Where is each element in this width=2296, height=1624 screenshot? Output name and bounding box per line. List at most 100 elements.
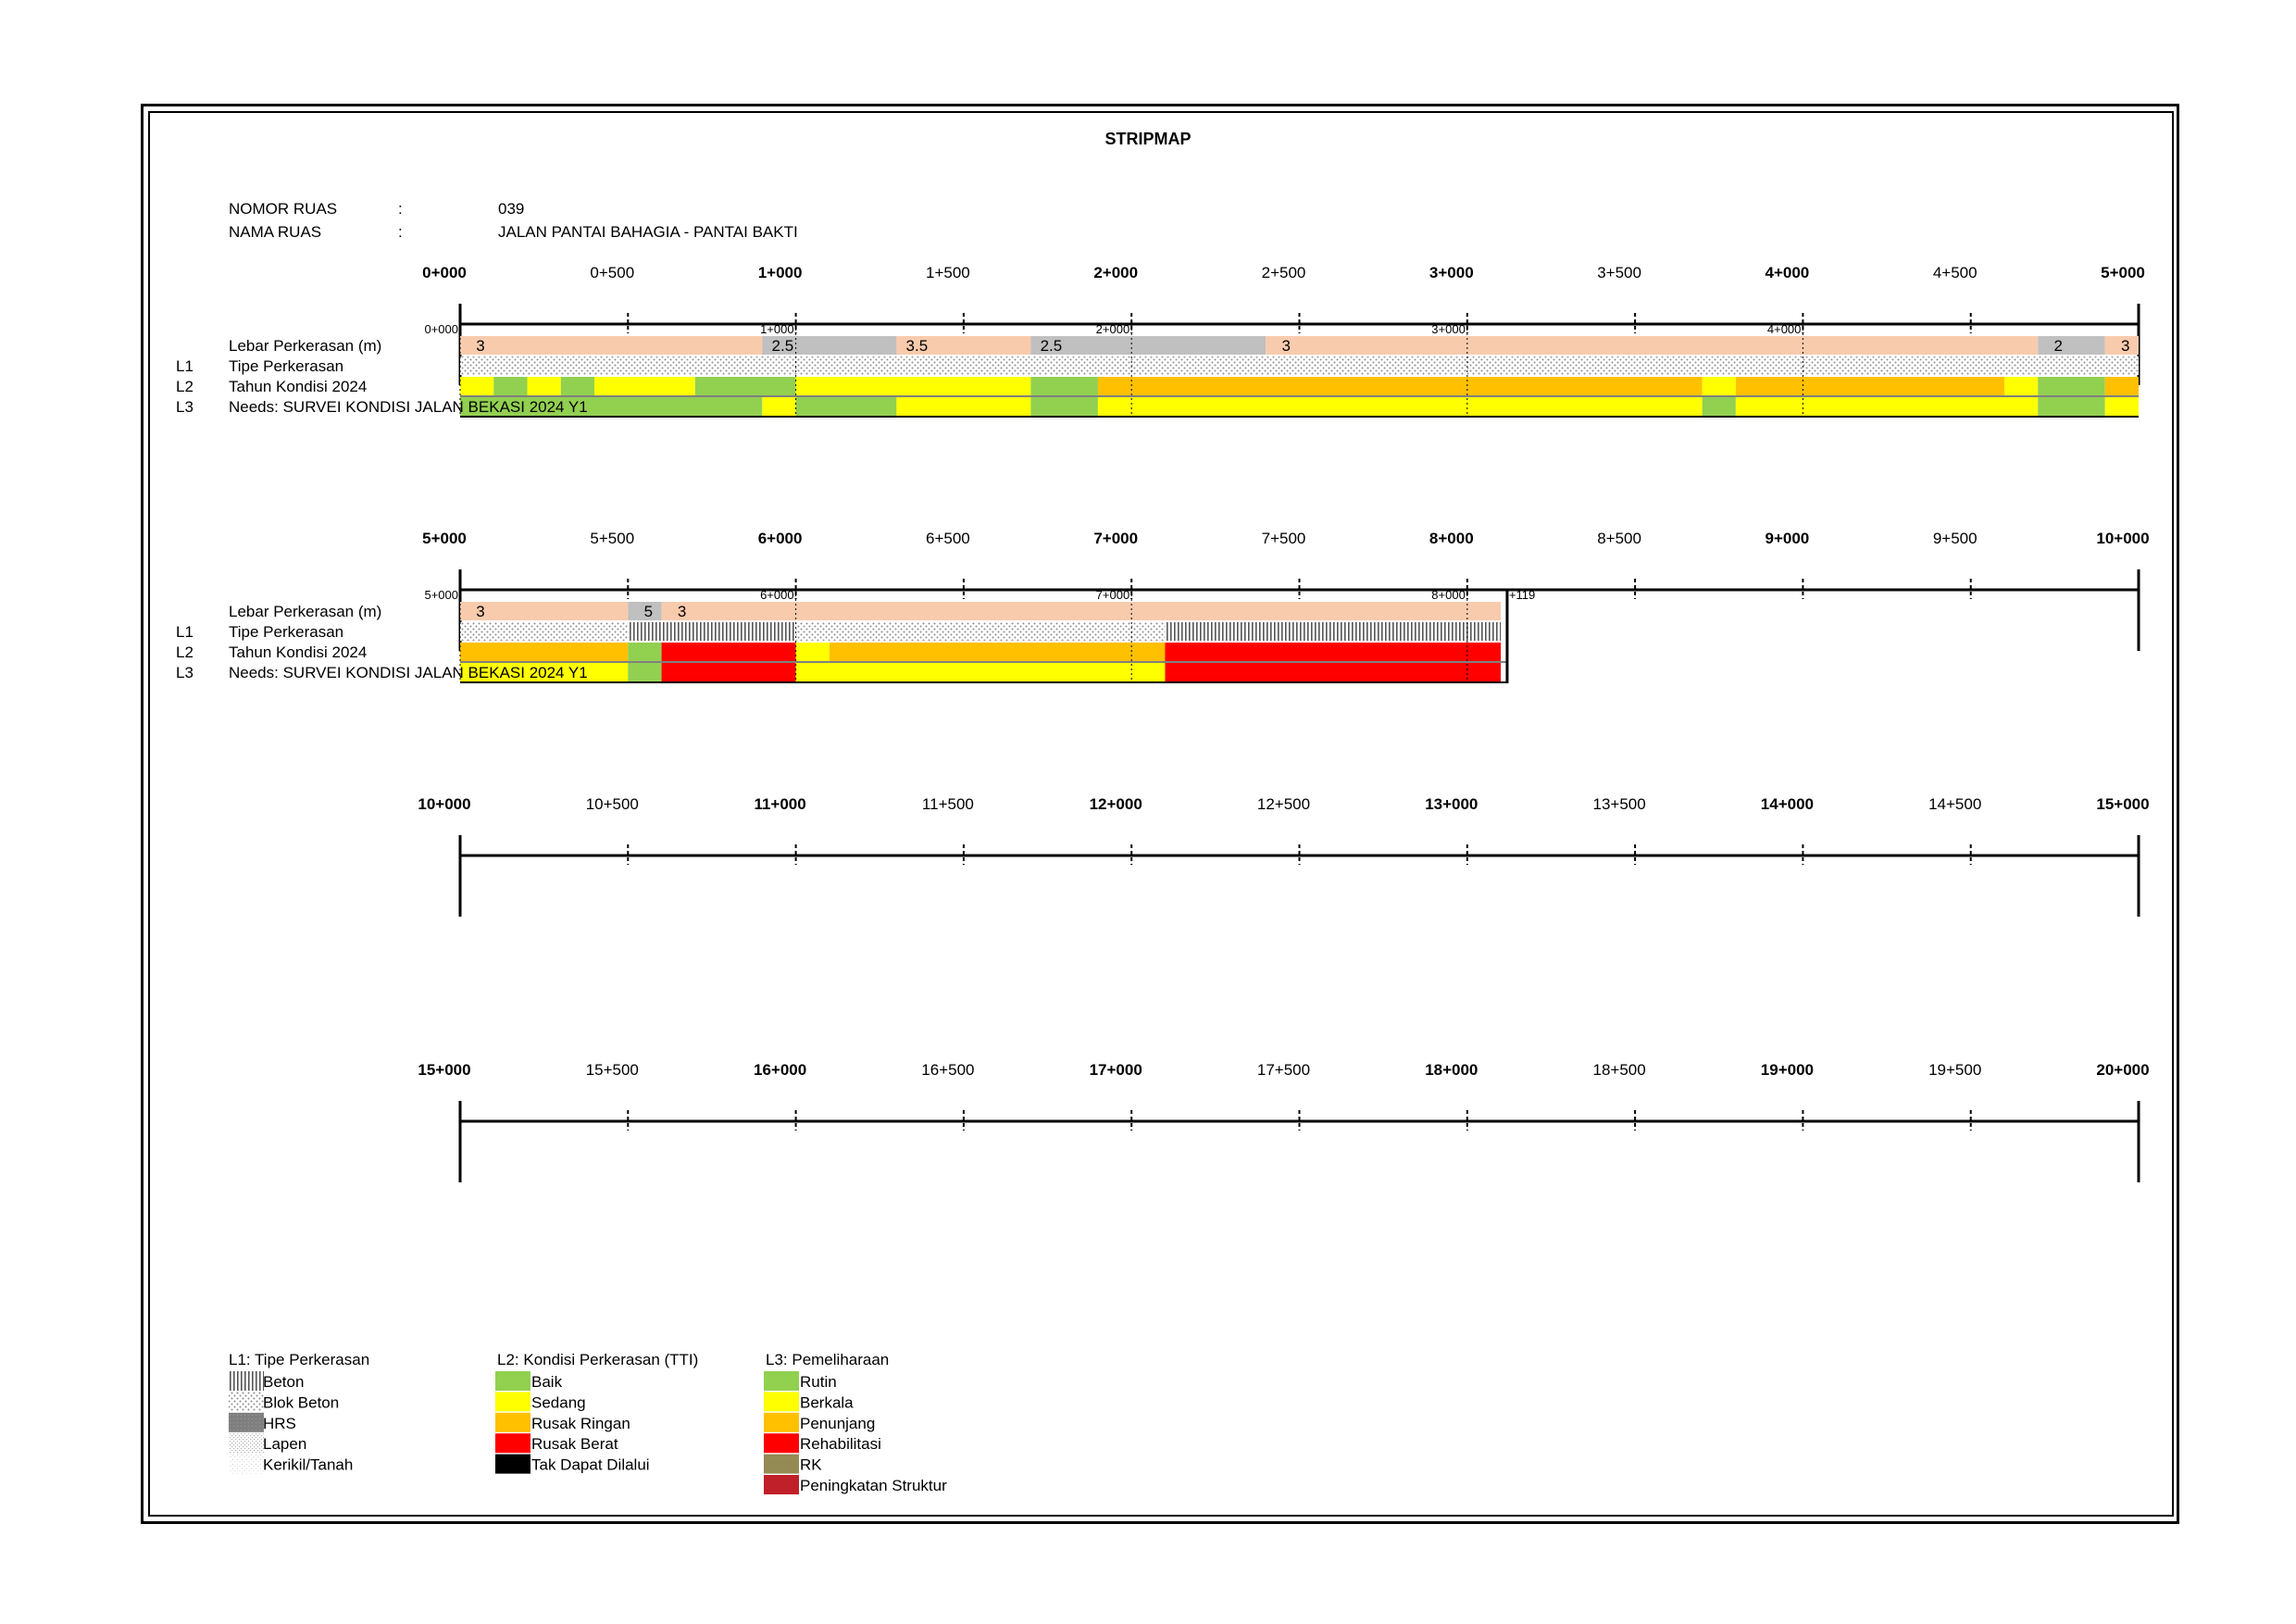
legend-swatch	[229, 1454, 264, 1474]
needs-segment	[1735, 397, 2039, 416]
km-tick-label: 1+000	[758, 264, 803, 281]
condition-segment	[2104, 377, 2139, 395]
row-label-tipe: Tipe Perkerasan	[229, 623, 343, 641]
legend-swatch	[495, 1392, 530, 1412]
needs-segment	[1030, 397, 1098, 416]
legend-swatch	[764, 1475, 799, 1494]
legend-item-label: Kerikil/Tanah	[263, 1456, 353, 1474]
row-code-l1: L1	[176, 357, 193, 375]
legend-item-label: RK	[800, 1456, 822, 1474]
condition-segment	[661, 643, 796, 661]
km-tick-label: 9+500	[1933, 530, 1978, 547]
condition-segment	[2038, 377, 2105, 395]
legend-l2: L2: Kondisi Perkerasan (TTI) Baik Sedang Ru…	[495, 1351, 698, 1474]
legend-swatch	[495, 1371, 530, 1391]
condition-segment	[1702, 377, 1736, 395]
condition-segment	[795, 643, 830, 661]
km-tick-label: 1+500	[926, 264, 970, 281]
km-tick-label: 15+000	[2096, 795, 2149, 813]
row-label-needs: Needs: SURVEI KONDISI JALAN BEKASI 2024 …	[229, 664, 588, 681]
km-tick-label: 18+500	[1592, 1061, 1645, 1079]
condition-segment	[829, 643, 1166, 661]
page-frame-outer	[141, 104, 2179, 1524]
legend-item-label: HRS	[263, 1415, 296, 1432]
width-value-label: 3	[2121, 337, 2129, 355]
km-tick-label: 8+500	[1597, 530, 1641, 547]
row-code-l3: L3	[176, 398, 193, 416]
legend-item-label: Rehabilitasi	[800, 1435, 881, 1453]
needs-segment	[762, 397, 796, 416]
row-label-tipe: Tipe Perkerasan	[229, 357, 343, 375]
km-tick-label: 19+000	[1761, 1061, 1814, 1079]
legend-swatch	[495, 1412, 530, 1432]
legend-item-label: Penunjang	[800, 1415, 875, 1432]
km-marker-label: 7+000	[1096, 588, 1130, 602]
condition-segment	[795, 377, 1031, 395]
km-tick-label: 10+000	[418, 795, 470, 813]
km-tick-label: 20+000	[2096, 1061, 2149, 1079]
km-tick-label: 12+500	[1257, 795, 1310, 813]
km-tick-label: 0+500	[590, 264, 634, 281]
km-tick-label: 16+000	[754, 1061, 806, 1079]
legend-swatch	[764, 1392, 799, 1412]
width-segment	[628, 602, 662, 620]
needs-segment	[1097, 397, 1703, 416]
nomor-ruas-value: 039	[498, 200, 525, 218]
legend-swatch	[229, 1412, 264, 1432]
legend-item-label: Rutin	[800, 1373, 837, 1391]
condition-segment	[1030, 377, 1098, 395]
km-tick-label: 7+500	[1262, 530, 1306, 547]
needs-segment	[1702, 397, 1736, 416]
km-marker-label: 0+000	[424, 322, 458, 336]
pavement-type-segment	[628, 622, 796, 641]
legend-item-label: Blok Beton	[263, 1393, 339, 1411]
width-segment	[2038, 336, 2105, 355]
km-tick-label: 17+500	[1257, 1061, 1310, 1079]
width-segment	[661, 602, 1502, 620]
km-tick-label: 11+000	[754, 795, 805, 813]
needs-segment	[896, 397, 1031, 416]
km-tick-label: 6+500	[926, 530, 970, 547]
km-tick-label: 15+000	[418, 1061, 470, 1079]
row-label-kondisi: Tahun Kondisi 2024	[229, 378, 367, 395]
legend-item-label: Peningkatan Struktur	[800, 1477, 947, 1494]
km-tick-label: 16+500	[921, 1061, 974, 1079]
legend-title: L3: Pemeliharaan	[766, 1351, 889, 1368]
km-tick-label: 15+500	[586, 1061, 639, 1079]
legend-swatch	[764, 1371, 799, 1391]
nama-ruas-label: NAMA RUAS	[229, 223, 322, 241]
km-marker-label: 6+000	[760, 588, 794, 602]
condition-segment	[527, 377, 561, 395]
km-tick-label: 13+500	[1592, 795, 1645, 813]
width-value-label: 3	[678, 603, 686, 620]
needs-segment	[460, 663, 629, 681]
width-value-label: 2.5	[1041, 337, 1063, 355]
width-value-label: 3.5	[906, 337, 929, 355]
km-tick-label: 18+000	[1425, 1061, 1478, 1079]
km-tick-label: 10+000	[2096, 530, 2149, 547]
legend-swatch	[229, 1392, 264, 1412]
row-code-l2: L2	[176, 643, 193, 661]
width-value-label: 3	[476, 603, 484, 620]
needs-segment	[795, 397, 897, 416]
needs-segment	[795, 663, 1166, 681]
condition-segment	[460, 377, 494, 395]
legend-item-label: Tak Dapat Dilalui	[531, 1456, 650, 1474]
strip-2: 5+000 5+500 6+000 6+500 7+000 7+500 8+000 8+500…	[176, 530, 2150, 683]
strip-3: 10+000 10+500 11+000 11+500 12+000 12+500 13+0…	[418, 795, 2150, 917]
legend-l1: L1: Tipe Perkerasan Beton Blok Beton HRS Lap…	[229, 1351, 369, 1474]
condition-segment	[594, 377, 695, 395]
legend-item-label: Lapen	[263, 1435, 306, 1453]
row-label-needs: Needs: SURVEI KONDISI JALAN BEKASI 2024 …	[229, 398, 588, 416]
needs-segment	[460, 397, 763, 416]
width-segment	[2104, 336, 2139, 355]
width-segment	[762, 336, 897, 355]
km-tick-label: 12+000	[1090, 795, 1142, 813]
width-segment	[460, 602, 629, 620]
page-frame-inner	[148, 111, 2174, 1517]
legend-item-label: Berkala	[800, 1393, 854, 1411]
km-tick-label: 5+000	[2101, 264, 2145, 281]
km-tick-label: 19+500	[1928, 1061, 1981, 1079]
strip-4: 15+000 15+500 16+000 16+500 17+000 17+500 18+0…	[418, 1061, 2150, 1182]
condition-segment	[1735, 377, 2004, 395]
